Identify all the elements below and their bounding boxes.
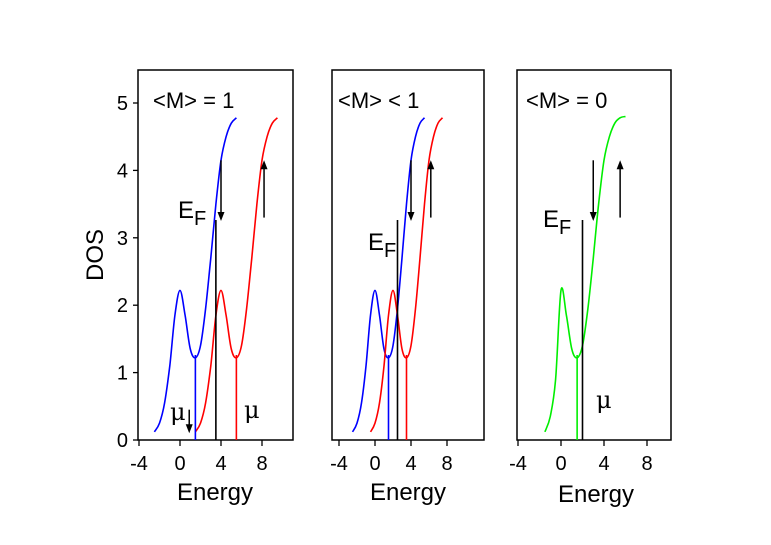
panel-1-spin-arrow-head-2 xyxy=(260,160,268,170)
panel-3-series-1-line xyxy=(544,115,626,433)
y-tick-label-2: 1 xyxy=(117,363,128,385)
panel-2-x-tick-label-1: -4 xyxy=(330,453,348,475)
panel-2-spin-arrow-head-1 xyxy=(407,211,415,221)
y-axis-title: DOS xyxy=(82,229,109,281)
panel-3-fermi-main: E xyxy=(543,206,559,233)
panel-1-fermi-main: E xyxy=(178,197,194,224)
panel-3-frame xyxy=(516,69,672,441)
panel-2-plot: -4 0 4 8 xyxy=(330,117,453,475)
panel-2-x-tick-label-3: 4 xyxy=(405,453,416,475)
panel-1-label: <M> = 1 xyxy=(153,88,234,113)
panel-1-fermi-label: EF xyxy=(178,197,206,230)
panel-1-x-tick-label-1: -4 xyxy=(130,453,148,475)
panel-3-x-tick-label-4: 8 xyxy=(641,453,652,475)
y-tick-label-4: 3 xyxy=(117,228,128,250)
panel-3-spin-arrow-head-1 xyxy=(589,211,597,221)
y-tick-label-1: 0 xyxy=(117,430,128,452)
panel-3-x-tick-label-3: 4 xyxy=(598,453,609,475)
panel-2-label: <M> < 1 xyxy=(338,88,419,113)
panel-1-x-tick-label-3: 4 xyxy=(215,453,226,475)
panel-3-spin-arrow-head-2 xyxy=(616,160,624,170)
panel-1-mu-left: μ xyxy=(170,398,186,426)
panel-2: -4 0 4 8 <M> < 1 EF Energy xyxy=(330,69,485,506)
panel-3-fermi-label: EF xyxy=(543,206,571,239)
panel-3-x-tick-label-2: 0 xyxy=(555,453,566,475)
panel-1-spin-arrow-head-1 xyxy=(217,211,225,221)
panel-3-plot: -4 0 4 8 xyxy=(509,115,653,475)
panel-3: -4 0 4 8 <M> = 0 EF μ Energy xyxy=(509,69,672,508)
panel-2-fermi-label: EF xyxy=(368,229,396,262)
panel-1-x-axis-title: Energy xyxy=(177,479,253,506)
panel-3-x-axis-title: Energy xyxy=(558,481,634,508)
y-tick-label-5: 4 xyxy=(117,160,128,182)
panel-2-x-tick-label-4: 8 xyxy=(441,453,452,475)
panel-3-label: <M> = 0 xyxy=(526,88,607,113)
y-tick-label-6: 5 xyxy=(117,93,128,115)
panel-2-fermi-sub: F xyxy=(384,240,396,262)
panel-3-fermi-sub: F xyxy=(559,217,571,239)
panel-2-fermi-main: E xyxy=(368,229,384,256)
panel-2-frame xyxy=(331,69,485,441)
panel-1-spin-arrow-head-3 xyxy=(185,424,193,434)
panel-2-x-tick-label-2: 0 xyxy=(369,453,380,475)
panel-1-fermi-sub: F xyxy=(194,208,206,230)
panel-1-x-tick-label-4: 8 xyxy=(256,453,267,475)
panel-2-x-axis-title: Energy xyxy=(370,479,446,506)
panel-3-mu: μ xyxy=(596,386,612,414)
y-tick-label-3: 2 xyxy=(117,295,128,317)
panel-1-x-tick-label-2: 0 xyxy=(174,453,185,475)
panel-1-mu-right: μ xyxy=(244,396,260,424)
panel-2-spin-arrow-head-2 xyxy=(427,160,435,170)
panel-3-x-tick-label-1: -4 xyxy=(509,453,527,475)
